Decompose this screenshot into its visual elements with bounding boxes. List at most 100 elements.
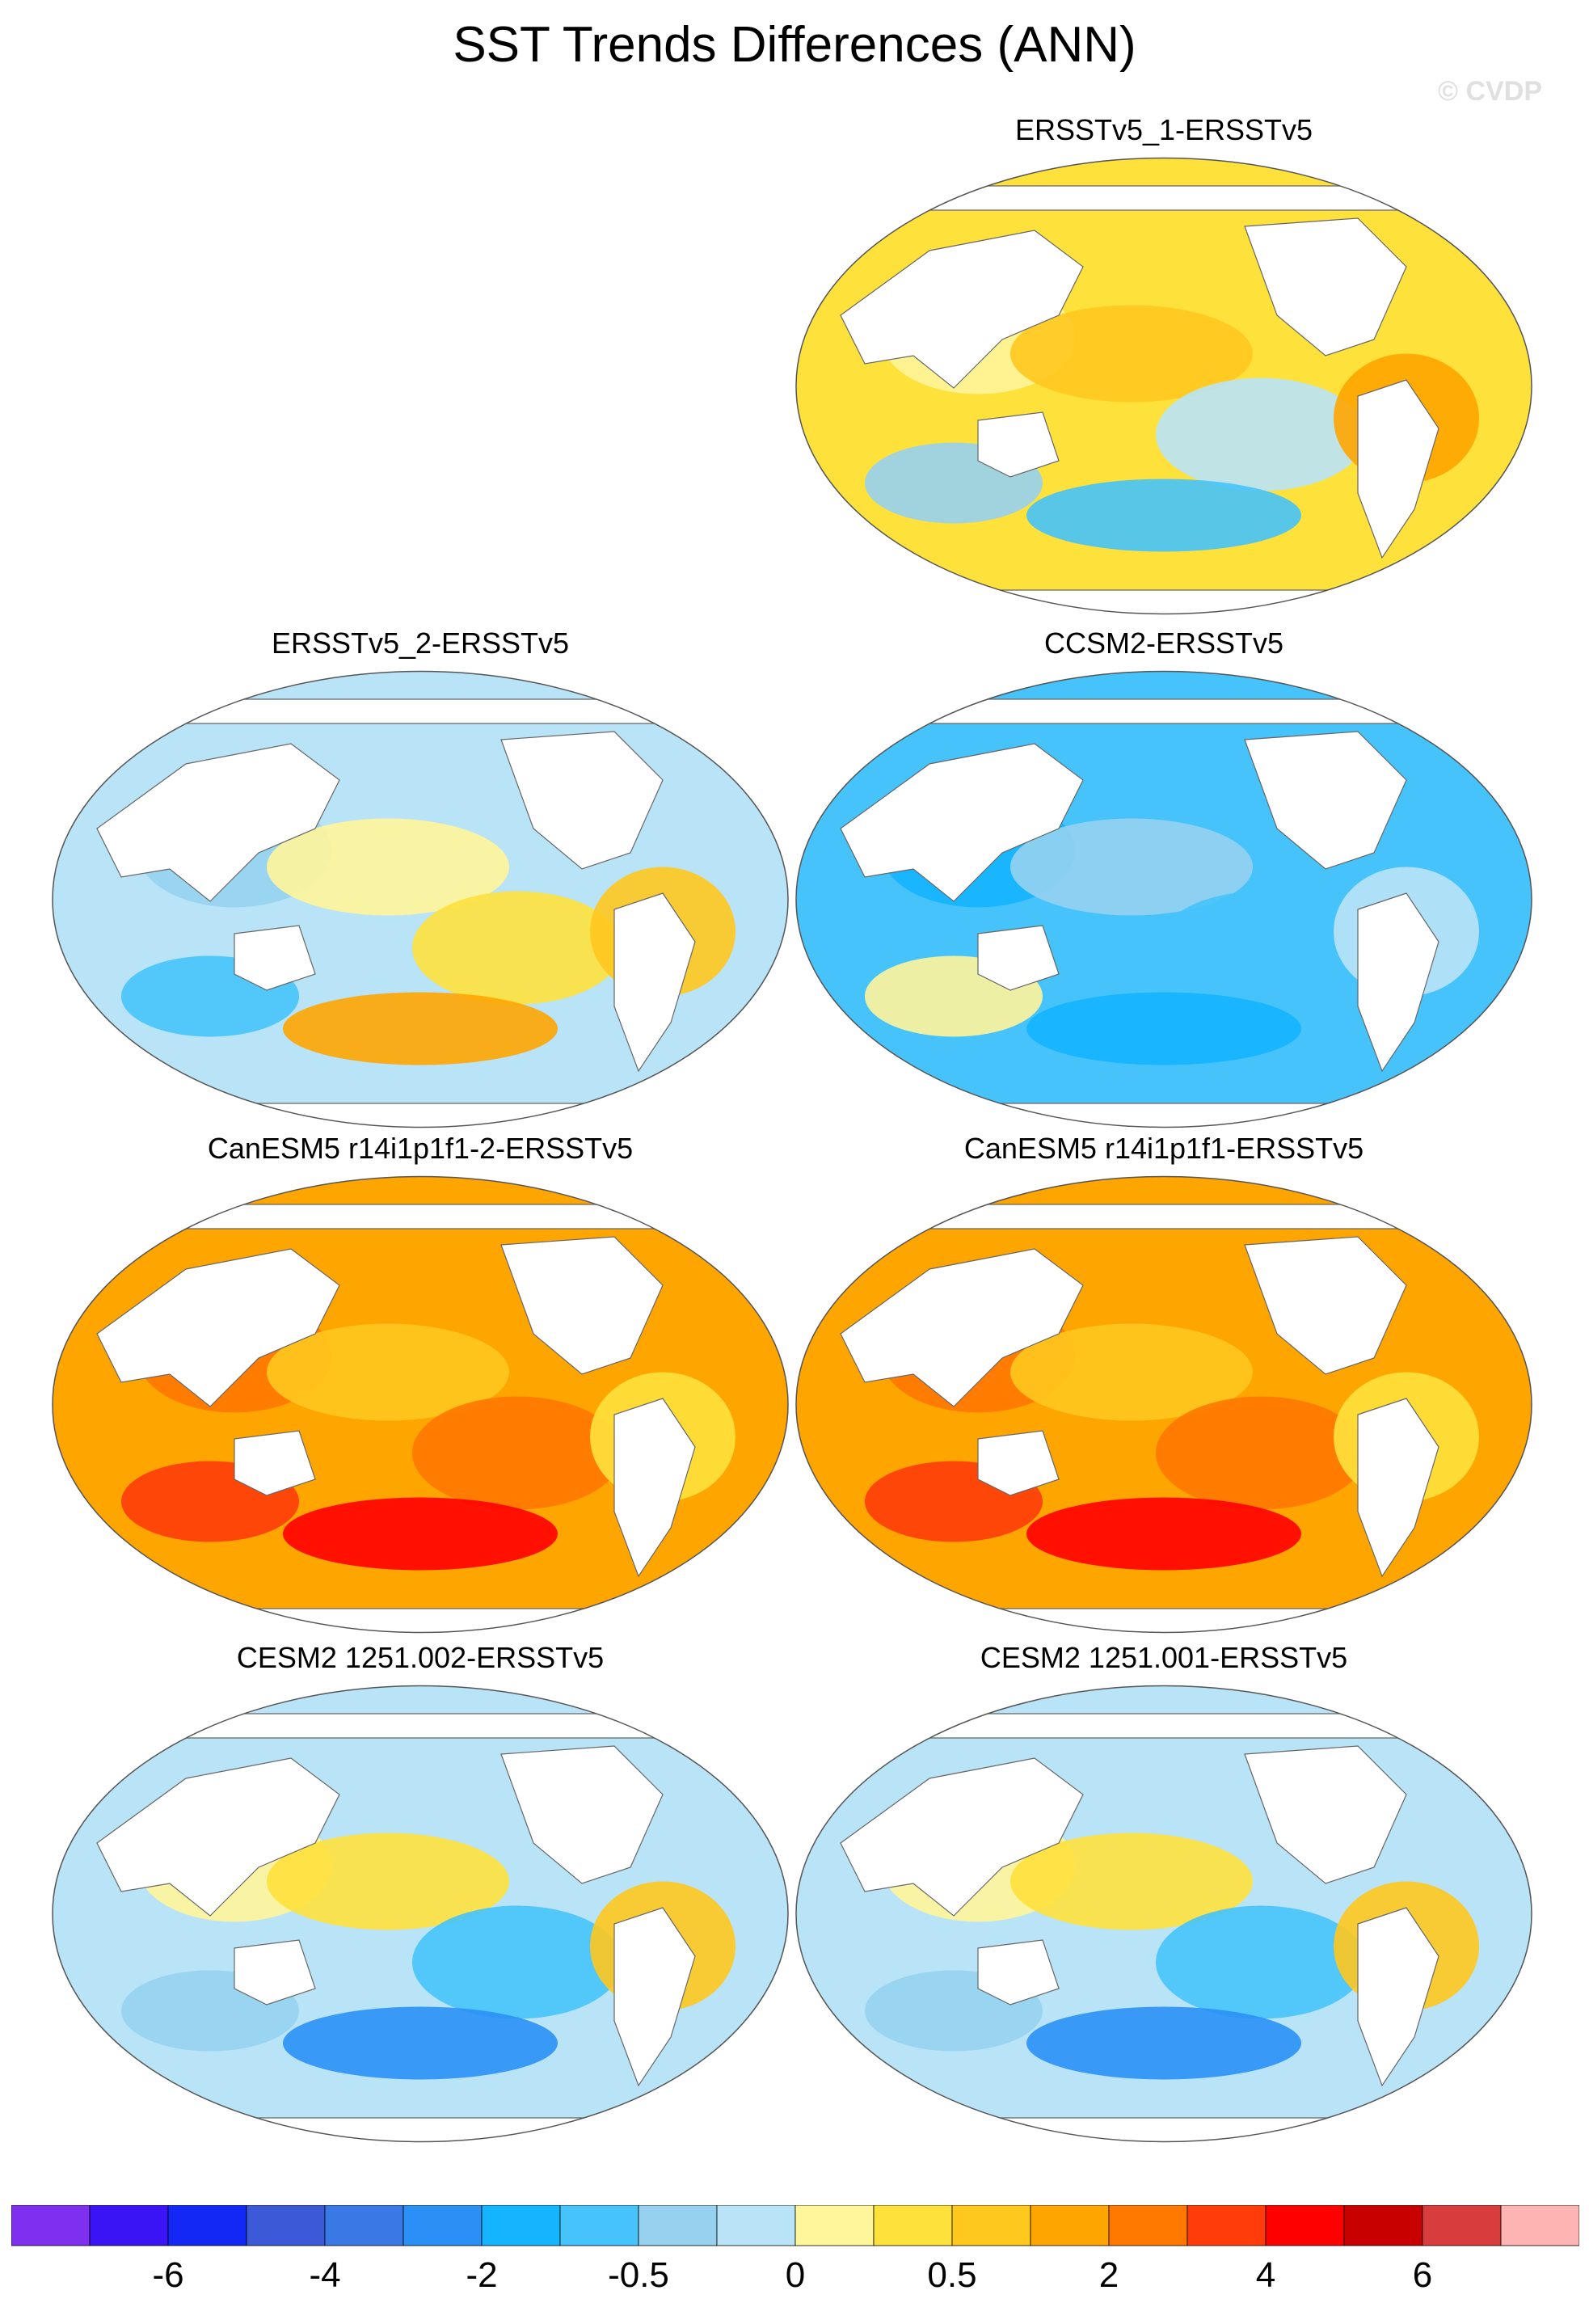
- globe-map: [52, 1175, 789, 1634]
- colorbar-swatch: [167, 2205, 247, 2246]
- ocean-field: [53, 1176, 788, 1633]
- anomaly-region: [267, 1833, 509, 1930]
- land-mass: [977, 1939, 1060, 2006]
- anomaly-region: [412, 1905, 622, 2019]
- watermark: © CVDP: [1438, 76, 1542, 107]
- land-mass: [500, 1236, 664, 1375]
- land-mass: [977, 1430, 1060, 1496]
- land-mass: [888, 1608, 1439, 1633]
- land-mass: [840, 743, 1084, 902]
- anomaly-region: [283, 2006, 558, 2080]
- map-border: [795, 670, 1532, 1128]
- land-mass: [613, 1398, 696, 1578]
- ocean-field: [53, 1685, 788, 2142]
- anomaly-region: [1026, 992, 1301, 1065]
- land-mass: [824, 698, 1504, 724]
- land-mass: [840, 1248, 1084, 1407]
- globe-map: [795, 1685, 1532, 2143]
- anomaly-region: [412, 891, 622, 1005]
- land-mass: [145, 1608, 696, 1633]
- land-mass: [613, 1907, 696, 2087]
- globe-map: [52, 670, 789, 1128]
- land-mass: [80, 1204, 761, 1229]
- land-mass: [500, 731, 664, 870]
- map-border: [795, 1175, 1532, 1634]
- main-title: SST Trends Differences (ANN): [453, 17, 1136, 73]
- anomaly-region: [1010, 818, 1253, 916]
- panel-title: CanESM5 r14i1p1f1-ERSSTv5: [963, 1132, 1364, 1165]
- colorbar-swatch: [1343, 2205, 1423, 2246]
- map-panel: CanESM5 r14i1p1f1-2-ERSSTv5: [48, 1132, 792, 1649]
- land-mass: [234, 1939, 316, 2006]
- panel-title: CanESM5 r14i1p1f1-2-ERSSTv5: [207, 1132, 634, 1165]
- ocean-field: [796, 1176, 1532, 1633]
- land-mass: [613, 892, 696, 1073]
- colorbar-swatch: [794, 2205, 875, 2246]
- colorbar-tick-label: -4: [309, 2255, 341, 2295]
- ocean-field: [796, 671, 1532, 1128]
- land-mass: [1357, 379, 1439, 559]
- anomaly-region: [267, 818, 509, 916]
- colorbar-tick-label: 0: [785, 2255, 806, 2295]
- anomaly-region: [1026, 479, 1301, 552]
- globe-map: [795, 1175, 1532, 1634]
- anomaly-region: [283, 1497, 558, 1571]
- land-mass: [1244, 1745, 1407, 1884]
- map-panel: CESM2 1251.001-ERSSTv5: [792, 1641, 1536, 2158]
- colorbar-tick-label: -2: [466, 2255, 498, 2295]
- colorbar-swatch: [1500, 2205, 1579, 2246]
- colorbar-swatch: [246, 2205, 326, 2246]
- anomaly-region: [267, 1323, 509, 1421]
- map-border: [795, 157, 1532, 615]
- anomaly-region: [412, 1396, 622, 1510]
- map-panel: CanESM5 r14i1p1f1-ERSSTv5: [792, 1132, 1536, 1649]
- land-mass: [824, 1713, 1504, 1739]
- colorbar-swatch: [1030, 2205, 1110, 2246]
- land-mass: [96, 743, 340, 902]
- colorbar-swatch: [1186, 2205, 1267, 2246]
- colorbar-tick-label: -0.5: [608, 2255, 669, 2295]
- anomaly-region: [1026, 1497, 1301, 1571]
- map-panel: CESM2 1251.002-ERSSTv5: [48, 1641, 792, 2158]
- colorbar-swatch: [638, 2205, 718, 2246]
- colorbar-tick-label: 4: [1255, 2255, 1276, 2295]
- panel-title: CCSM2-ERSSTv5: [1043, 626, 1284, 660]
- colorbar-swatch: [559, 2205, 639, 2246]
- land-mass: [977, 411, 1060, 478]
- colorbar-swatch: [403, 2205, 483, 2246]
- anomaly-region: [1010, 1833, 1253, 1930]
- land-mass: [977, 925, 1060, 991]
- land-mass: [840, 230, 1084, 389]
- globe-map: [795, 670, 1532, 1128]
- anomaly-region: [1010, 305, 1253, 403]
- anomaly-region: [1010, 1323, 1253, 1421]
- land-mass: [80, 1713, 761, 1739]
- panel-title: CESM2 1251.001-ERSSTv5: [980, 1641, 1348, 1674]
- panel-title: ERSSTv5_2-ERSSTv5: [271, 626, 570, 660]
- land-mass: [1357, 1398, 1439, 1578]
- map-panel: ERSSTv5_2-ERSSTv5: [48, 626, 792, 1144]
- colorbar-tick-label: 0.5: [927, 2255, 977, 2295]
- map-border: [52, 670, 789, 1128]
- colorbar-swatch: [11, 2205, 91, 2246]
- colorbar-swatch: [481, 2205, 561, 2246]
- land-mass: [840, 1757, 1084, 1917]
- globe-map: [52, 1685, 789, 2143]
- colorbar-swatch: [951, 2205, 1031, 2246]
- map-border: [795, 1685, 1532, 2143]
- anomaly-region: [1156, 1905, 1366, 2019]
- land-mass: [96, 1757, 340, 1917]
- map-panel: CCSM2-ERSSTv5: [792, 626, 1536, 1144]
- colorbar-swatch: [324, 2205, 404, 2246]
- map-border: [52, 1175, 789, 1634]
- land-mass: [888, 2117, 1439, 2142]
- anomaly-region: [1156, 377, 1366, 491]
- colorbar-tick-label: 6: [1412, 2255, 1433, 2295]
- panel-title: ERSSTv5_1-ERSSTv5: [1014, 113, 1313, 146]
- land-mass: [234, 1430, 316, 1496]
- anomaly-region: [1156, 891, 1366, 1005]
- anomaly-region: [1156, 1396, 1366, 1510]
- anomaly-region: [283, 992, 558, 1065]
- colorbar-tick-label: 2: [1098, 2255, 1119, 2295]
- colorbar-swatch: [1265, 2205, 1345, 2246]
